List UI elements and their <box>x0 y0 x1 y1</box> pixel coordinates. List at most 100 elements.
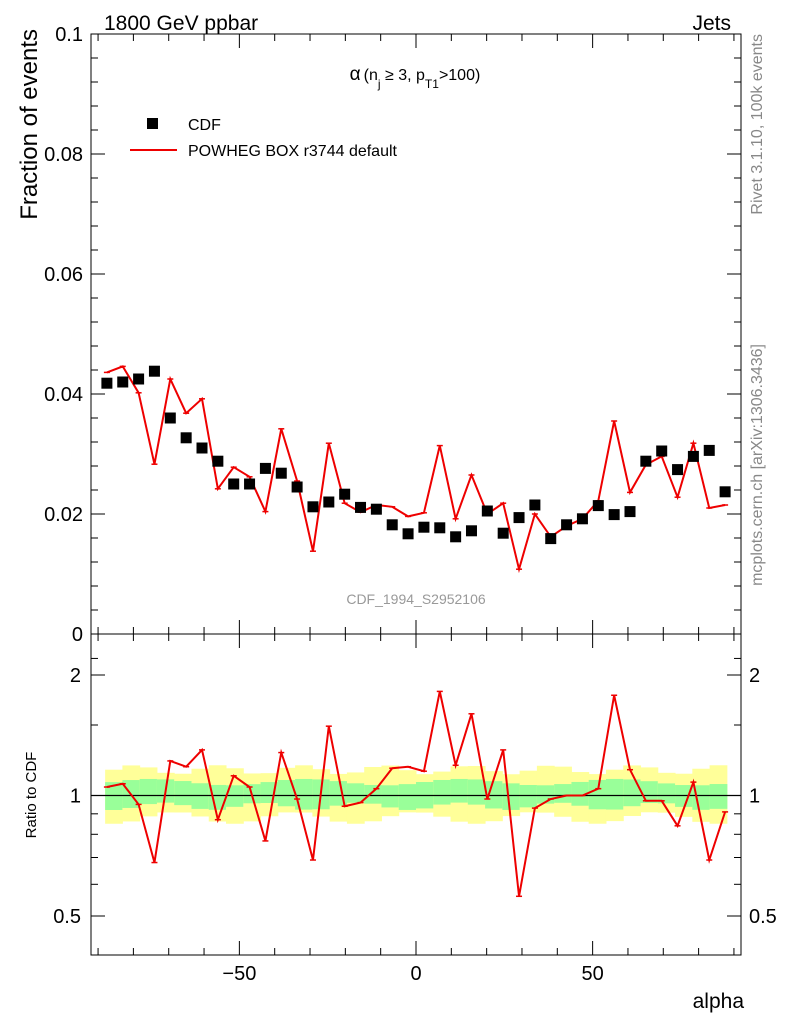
cdf-point <box>608 509 620 521</box>
cdf-point <box>592 500 604 512</box>
main-ytick-label: 0.08 <box>44 144 83 166</box>
ratio-ytick-label-right: 1 <box>749 786 760 808</box>
cdf-point <box>117 376 129 388</box>
cdf-point <box>561 519 573 531</box>
main-plot-title: α (nj ≥ 3, pT1>100) <box>350 64 481 91</box>
ratio-uncertainty-bands <box>105 765 728 824</box>
title-alpha: α <box>350 64 361 85</box>
x-tick-label: 0 <box>410 963 421 985</box>
cdf-point <box>703 444 715 456</box>
cdf-point <box>529 499 541 511</box>
main-x-ticks <box>97 34 735 634</box>
cdf-point <box>323 496 335 508</box>
title-geq: ≥ 3, p <box>381 67 425 84</box>
svg-text:α(nj ≥ 3, pT1>100): α (nj ≥ 3, pT1>100) <box>350 64 481 91</box>
main-ytick-label: 0.02 <box>44 504 83 526</box>
ratio-band-inner <box>174 781 192 806</box>
ratio-band-inner <box>709 784 728 809</box>
cdf-point <box>101 377 113 389</box>
ratio-ytick-label-left: 2 <box>70 665 81 687</box>
ratio-band-inner <box>588 779 607 810</box>
cdf-point <box>450 531 462 543</box>
cdf-point <box>640 455 652 467</box>
cdf-point <box>228 478 240 490</box>
ratio-ytick-label-left: 0.5 <box>53 906 81 928</box>
x-axis-label: alpha <box>693 990 745 1013</box>
ratio-band-inner <box>502 783 521 810</box>
ratio-band-inner <box>433 779 452 805</box>
cdf-point <box>719 486 731 498</box>
ratio-band-inner <box>640 781 659 803</box>
ratio-band-inner <box>295 778 313 810</box>
powheg-line <box>106 365 726 574</box>
ratio-ytick-label-left: 1 <box>70 786 81 808</box>
main-ytick-label: 0.1 <box>55 24 83 46</box>
ratio-band-inner <box>485 781 503 809</box>
ratio-x-ticks: −50 0 50 <box>97 634 735 985</box>
ratio-band-inner <box>605 778 624 810</box>
cdf-point <box>656 445 668 457</box>
main-panel: Fraction of events α (nj ≥ 3, pT1>100) 00… <box>16 24 742 646</box>
title-close: >100) <box>439 67 480 84</box>
ratio-band-inner <box>277 780 296 807</box>
legend: CDF POWHEG BOX r3744 default <box>130 117 398 160</box>
ratio-panel: 0.5 0.5 1 1 2 2 −50 0 50 Ratio to CDF alpha <box>23 633 777 1013</box>
cdf-point <box>545 533 557 545</box>
main-ylabel: Fraction of events <box>16 29 43 220</box>
legend-label-cdf: CDF <box>188 117 221 134</box>
ratio-mc-series <box>103 690 729 898</box>
legend-marker-cdf <box>147 118 158 129</box>
cdf-point <box>355 501 367 513</box>
cdf-point <box>672 464 684 476</box>
ratio-line <box>106 691 727 897</box>
cdf-point <box>291 481 303 493</box>
ratio-band-inner <box>139 778 158 805</box>
ratio-band-inner <box>381 785 400 808</box>
cdf-point <box>687 450 699 462</box>
cdf-point <box>275 467 287 479</box>
cdf-point <box>624 506 636 518</box>
cdf-point <box>180 432 192 444</box>
header-right: Jets <box>692 12 731 35</box>
cdf-point <box>434 522 446 534</box>
ratio-band-inner <box>657 783 676 804</box>
cdf-point <box>212 455 224 467</box>
cdf-point <box>339 488 351 500</box>
cdf-point <box>244 478 256 490</box>
cdf-point <box>196 442 208 454</box>
cdf-point <box>418 521 430 533</box>
ratio-band-inner <box>623 779 642 807</box>
cdf-point <box>513 512 525 524</box>
ratio-band-inner <box>398 784 417 810</box>
cdf-point <box>370 503 382 515</box>
rivet-label: Rivet 3.1.10, 100k events <box>749 34 766 215</box>
legend-label-powheg: POWHEG BOX r3744 default <box>188 143 398 160</box>
main-ytick-label: 0.04 <box>44 384 83 406</box>
cdf-point <box>465 525 477 537</box>
cdf-point <box>164 412 176 424</box>
main-ytick-label: 0 <box>72 624 83 646</box>
cdf-point <box>402 528 414 540</box>
cdf-point <box>576 513 588 525</box>
ratio-band-inner <box>450 778 469 803</box>
ratio-band-inner <box>571 781 590 806</box>
ratio-ytick-label-right: 2 <box>749 665 760 687</box>
title-open: (n <box>364 67 378 84</box>
ratio-ytick-label-right: 0.5 <box>749 906 777 928</box>
ratio-band-inner <box>346 783 365 803</box>
watermark: CDF_1994_S2952106 <box>346 591 486 607</box>
title-sub-t1: T1 <box>425 77 439 91</box>
main-ytick-label: 0.06 <box>44 264 83 286</box>
cdf-point <box>259 462 271 474</box>
ratio-band-inner <box>467 779 486 805</box>
main-y-ticks: 0 0.02 0.04 0.06 0.08 0.1 <box>44 24 741 646</box>
main-mc-series <box>103 365 729 574</box>
ratio-band-inner <box>519 785 538 808</box>
cdf-point <box>148 365 160 377</box>
cdf-point <box>386 519 398 531</box>
cdf-point <box>481 505 493 517</box>
header-left: 1800 GeV ppbar <box>104 12 258 35</box>
ratio-frame <box>90 633 742 956</box>
x-tick-label: −50 <box>222 963 256 985</box>
